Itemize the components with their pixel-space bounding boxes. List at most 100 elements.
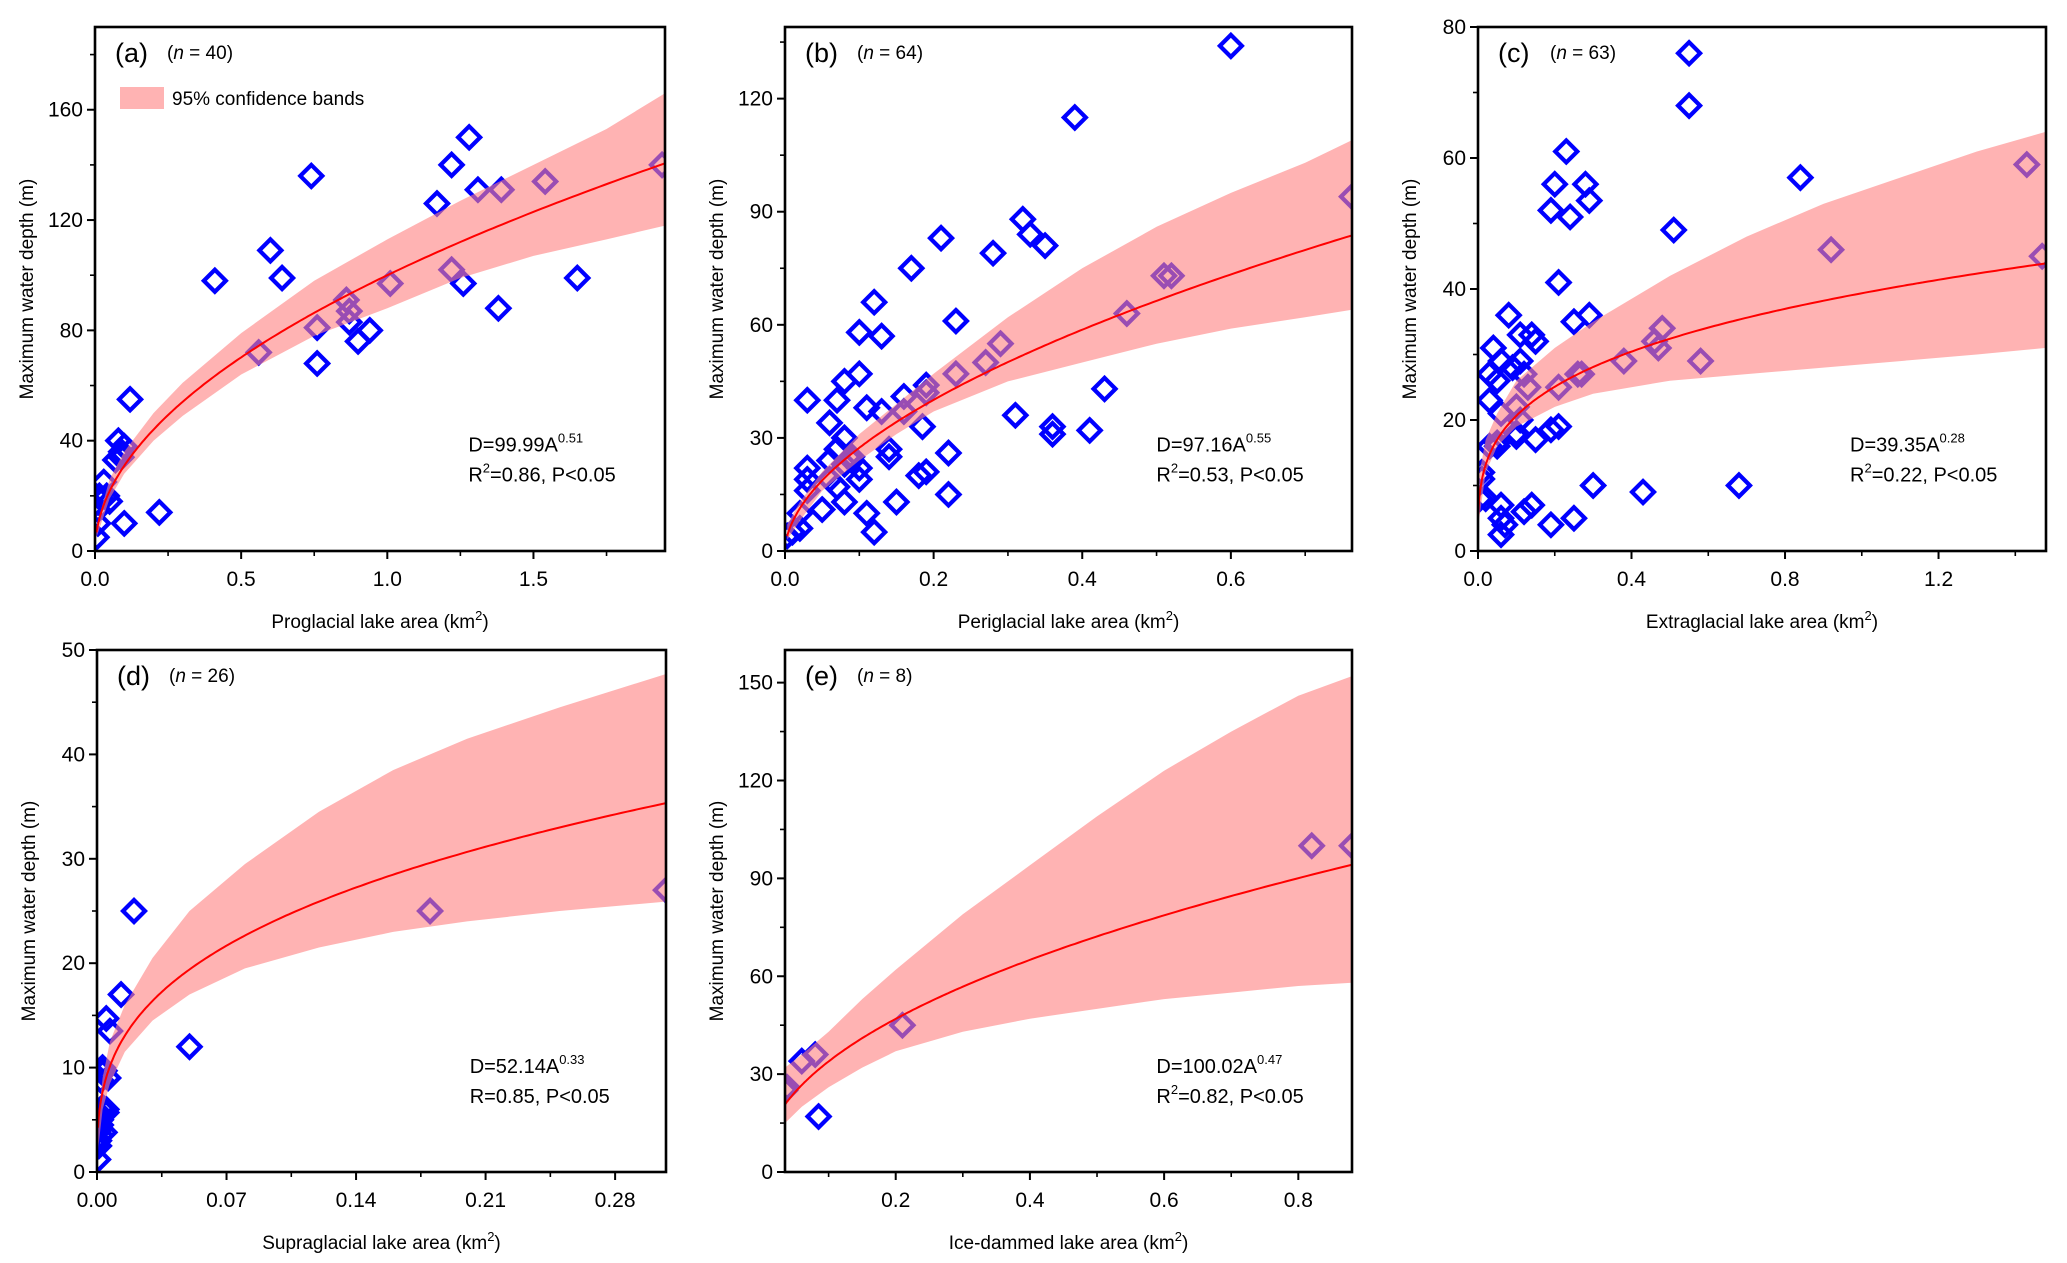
stats-values: =0.53, P<0.05	[1178, 464, 1304, 486]
legend-label: 95% confidence bands	[172, 89, 364, 110]
sample-size-n: n	[173, 43, 184, 64]
data-point	[912, 457, 941, 486]
sample-size-open: (	[167, 43, 174, 64]
confidence-band	[96, 93, 665, 538]
data-point	[1494, 301, 1523, 330]
y-tick-label: 120	[738, 770, 773, 793]
x-axis-title-text: Ice-dammed lake area (km	[949, 1233, 1175, 1254]
x-axis-title-text: Supraglacial lake area (km	[262, 1233, 487, 1254]
x-axis-title-end: )	[1173, 612, 1179, 633]
sample-size-label: (n = 26)	[169, 666, 235, 687]
data-point	[882, 488, 911, 516]
equation-exponent: 0.51	[558, 430, 583, 445]
x-tick-label: 0.8	[1284, 1189, 1313, 1212]
y-axis-title: Maximum water depth (m)	[707, 179, 728, 400]
data-point	[1060, 103, 1089, 132]
data-point	[145, 498, 174, 527]
equation-exponent: 0.33	[559, 1052, 584, 1067]
data-point	[1579, 471, 1608, 500]
equation-exponent: 0.47	[1257, 1052, 1282, 1067]
y-tick-label: 60	[750, 965, 773, 988]
data-point	[793, 454, 822, 483]
data-point	[303, 349, 332, 378]
data-point	[484, 294, 513, 323]
sample-size-label: (n = 64)	[857, 43, 923, 64]
confidence-band	[787, 140, 1352, 540]
sample-size-label: (n = 40)	[167, 43, 233, 64]
data-point	[875, 442, 904, 471]
data-point	[793, 386, 822, 415]
data-point	[200, 266, 229, 295]
equation-base: D=97.16A	[1156, 434, 1246, 456]
y-tick-label: 90	[750, 867, 773, 890]
data-point	[455, 123, 484, 152]
panel-label: (b)	[805, 38, 838, 68]
equation-base: D=39.35A	[1850, 434, 1940, 456]
y-tick-label: 80	[60, 319, 83, 342]
equation-base: D=100.02A	[1156, 1056, 1257, 1078]
axes-frame	[93, 25, 667, 553]
sample-size-n: n	[863, 43, 874, 64]
equation-base: D=99.99A	[468, 434, 558, 456]
sample-size-value: = 26)	[186, 666, 235, 687]
x-axis-title: Extraglacial lake area (km2)	[1646, 608, 1878, 633]
data-point	[95, 487, 124, 516]
data-point	[437, 150, 466, 179]
plot-area	[95, 93, 665, 551]
x-axis-title-sup: 2	[1865, 608, 1872, 623]
fit-curve	[95, 162, 665, 533]
sample-size-n: n	[863, 666, 874, 687]
equation-line: D=100.02A0.47	[1156, 1052, 1282, 1078]
stats-r: R	[468, 464, 482, 486]
x-tick-label: 0.4	[1068, 568, 1098, 591]
stats-r: R	[1156, 1086, 1170, 1108]
stats-r: R	[1850, 464, 1864, 486]
data-point	[830, 423, 859, 452]
y-tick-label: 20	[62, 952, 85, 975]
y-tick-label: 0	[73, 1161, 85, 1184]
data-point	[1001, 401, 1030, 430]
x-tick-label: 0.07	[206, 1189, 247, 1212]
x-tick-label: 0.4	[1617, 568, 1647, 591]
data-point	[845, 359, 874, 388]
data-point	[1536, 510, 1565, 539]
stats-r-sup: 2	[1171, 1082, 1178, 1097]
data-point	[1483, 366, 1512, 395]
fit-curve	[97, 802, 666, 1128]
data-point	[97, 1121, 115, 1150]
stats-r: R	[470, 1086, 484, 1108]
data-point	[860, 518, 889, 547]
data-point	[852, 393, 881, 422]
fit-curve	[1478, 262, 2046, 514]
data-point	[175, 1032, 204, 1061]
data-point	[1008, 205, 1037, 234]
y-tick-label: 50	[62, 639, 85, 662]
x-axis-title: Proglacial lake area (km2)	[271, 608, 488, 633]
data-point	[804, 1102, 833, 1131]
data-point	[297, 161, 326, 190]
y-tick-label: 10	[62, 1057, 85, 1080]
sample-size-value: = 40)	[184, 43, 233, 64]
data-point	[1559, 504, 1588, 533]
equation-line: D=52.14A0.33	[470, 1052, 585, 1078]
data-point	[1556, 202, 1585, 231]
sample-size-open: (	[857, 666, 864, 687]
y-axis-title: Maximum water depth (m)	[17, 179, 38, 400]
plot-area	[785, 31, 1352, 550]
data-point	[1544, 412, 1573, 441]
sample-size-value: = 63)	[1567, 43, 1616, 64]
plot-area	[1478, 39, 2046, 549]
x-tick-label: 0.21	[465, 1189, 506, 1212]
legend-swatch	[120, 87, 164, 109]
data-point	[1506, 320, 1535, 349]
equation-line: D=99.99A0.51	[468, 430, 583, 456]
confidence-band	[785, 676, 1352, 1124]
data-point	[1521, 327, 1550, 356]
sample-size-label: (n = 63)	[1550, 43, 1616, 64]
data-point	[116, 385, 145, 414]
panel-b: 0.0 0.2 0.4 0.6 0 30 60 90 120 Periglacial lake a…	[707, 25, 1354, 633]
data-point	[95, 523, 111, 551]
data-point	[1216, 31, 1245, 60]
stats-line: R2=0.86, P<0.05	[468, 460, 615, 486]
x-tick-label: 0.6	[1216, 568, 1245, 591]
